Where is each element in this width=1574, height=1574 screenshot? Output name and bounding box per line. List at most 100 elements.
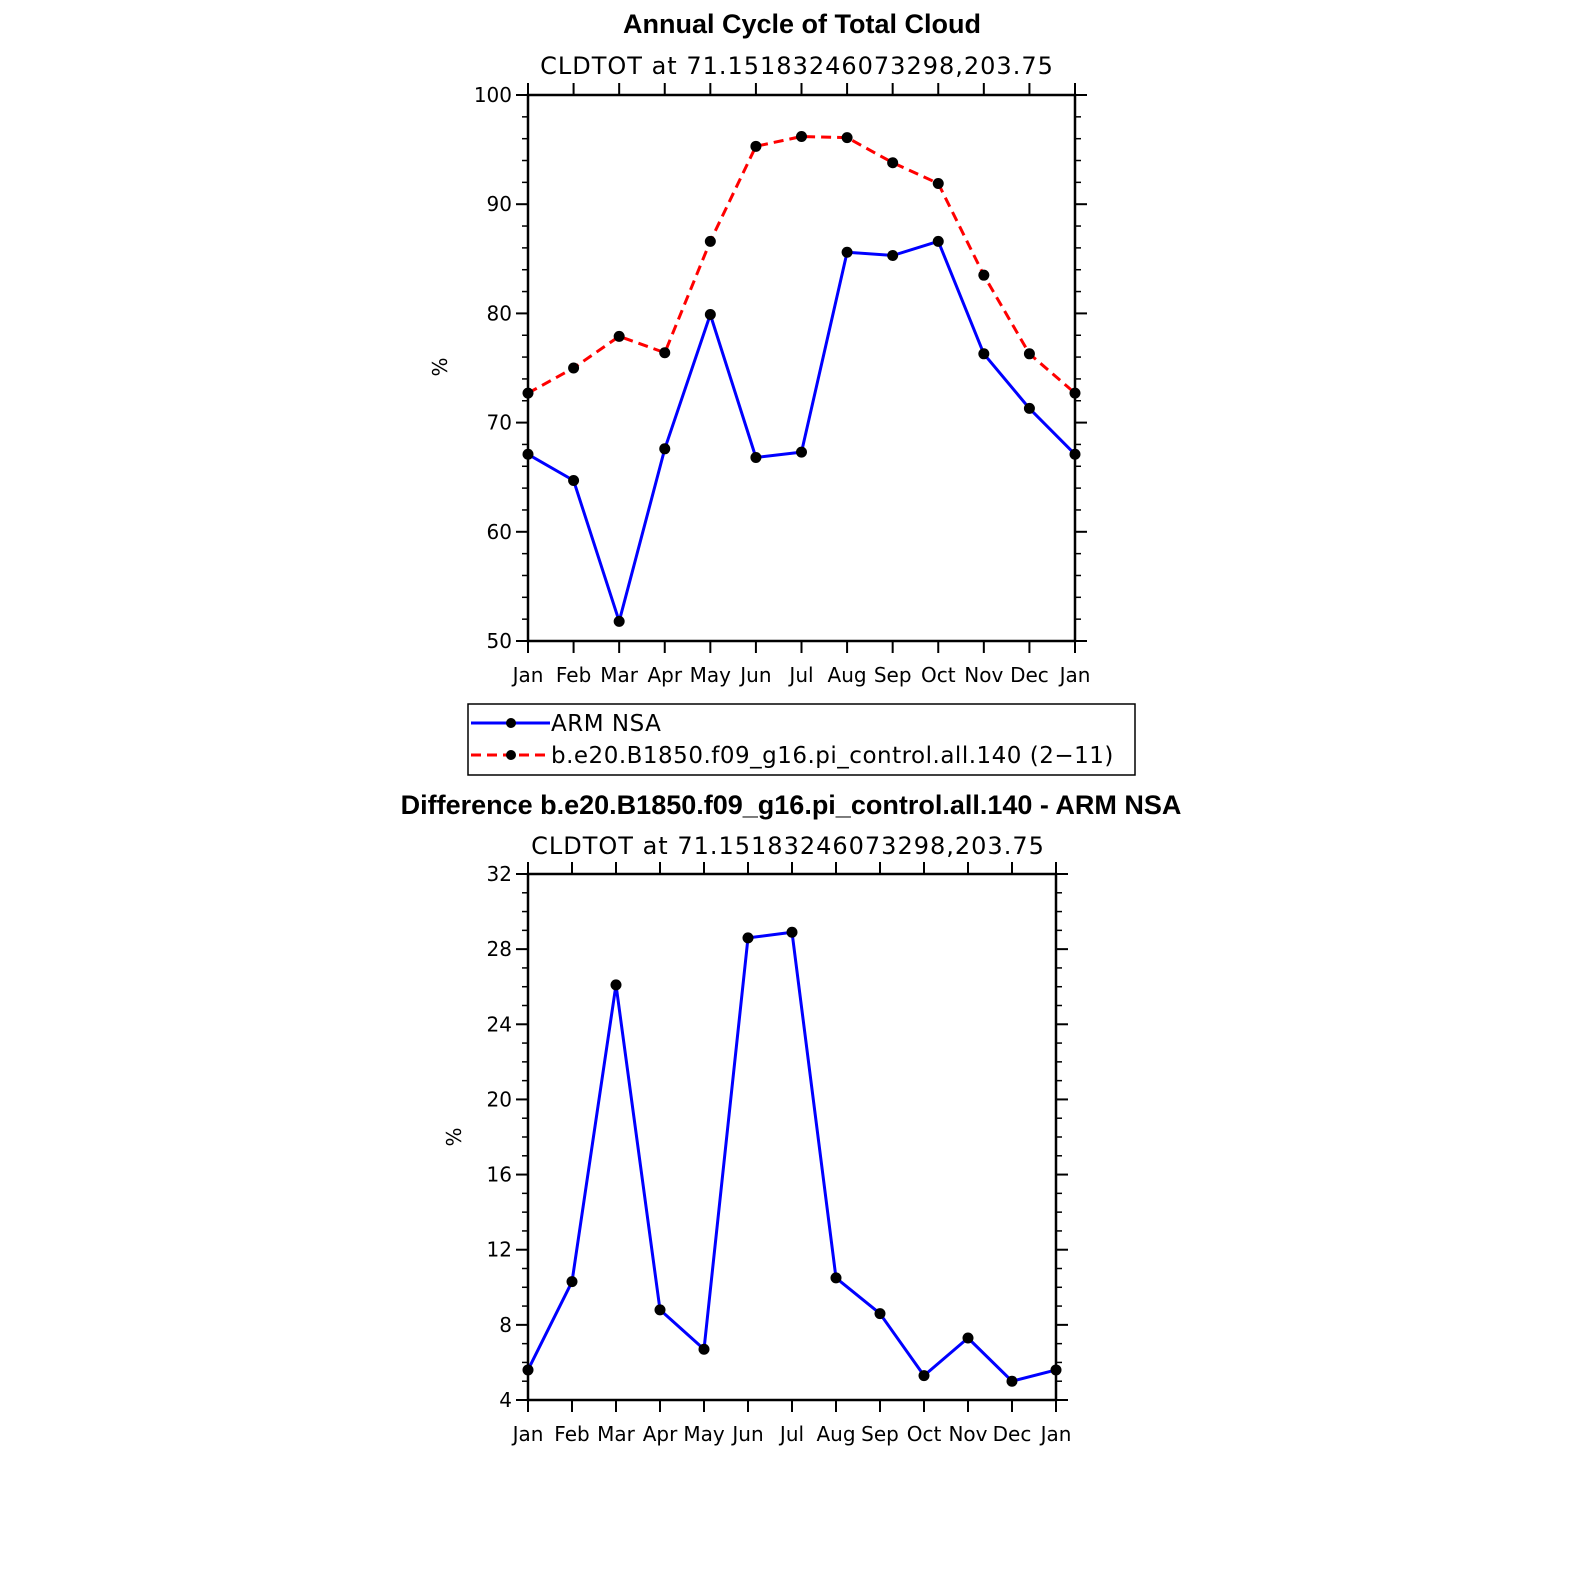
data-point	[566, 1276, 578, 1288]
data-point	[841, 132, 853, 144]
series-line	[527, 239, 1077, 623]
x-tick-label: Mar	[597, 1422, 636, 1446]
legend-marker-model	[506, 750, 516, 760]
legend-marker-arm-nsa	[506, 718, 516, 728]
x-tick-label: Sep	[861, 1422, 899, 1446]
x-tick-label: Mar	[600, 663, 639, 687]
y-tick-label: 24	[487, 1012, 512, 1036]
y-tick-label: 4	[499, 1388, 512, 1412]
x-tick-label: Sep	[874, 663, 912, 687]
chart-title: Annual Cycle of Total Cloud	[623, 9, 981, 39]
data-point	[522, 387, 534, 399]
legend-label-model: b.e20.B1850.f09_g16.pi_control.all.140 (…	[551, 743, 1114, 769]
data-point	[613, 330, 625, 342]
y-tick-label: 20	[487, 1087, 512, 1111]
x-tick-label: Nov	[948, 1422, 987, 1446]
y-tick-label: 90	[487, 192, 512, 216]
x-tick-label: Jun	[730, 1422, 763, 1446]
data-point	[918, 1370, 930, 1382]
y-tick-label: 28	[487, 937, 512, 961]
legend-box	[467, 703, 1136, 776]
data-point	[786, 926, 798, 938]
data-point	[522, 1364, 534, 1376]
y-tick-label: 12	[487, 1238, 512, 1262]
data-point	[874, 1308, 886, 1320]
y-axis-label: %	[442, 1127, 466, 1146]
data-point	[796, 446, 807, 458]
data-point	[613, 615, 625, 627]
data-point	[887, 250, 899, 262]
plot-area: 4 8 12 16 20 24 28 32 Jan Feb Mar Apr May Jun Jul Aug Se…	[487, 862, 1072, 1446]
x-tick-label: Feb	[554, 1422, 589, 1446]
y-tick-label: 80	[487, 301, 512, 325]
series-line	[527, 135, 1076, 395]
data-point	[568, 362, 580, 374]
x-tick-label: Aug	[816, 1422, 855, 1446]
data-point	[568, 474, 580, 486]
x-tick-label: Jul	[787, 663, 813, 687]
data-point	[659, 347, 671, 359]
y-tick-label: 32	[487, 862, 512, 886]
data-point	[659, 443, 671, 455]
data-point	[742, 932, 754, 944]
chart-subtitle: CLDTOT at 71.15183246073298,203.75	[540, 52, 1054, 80]
x-tick-label: Nov	[964, 663, 1003, 687]
data-point	[932, 235, 944, 247]
data-point	[796, 130, 807, 142]
data-point	[522, 448, 534, 460]
chart-title: Difference b.e20.B1850.f09_g16.pi_contro…	[401, 790, 1182, 820]
data-point	[750, 140, 762, 152]
chart-subtitle: CLDTOT at 71.15183246073298,203.75	[531, 832, 1045, 860]
y-tick-label: 60	[487, 520, 512, 544]
data-point	[1050, 1364, 1062, 1376]
y-tick-label: 100	[474, 83, 512, 107]
difference-chart: Difference b.e20.B1850.f09_g16.pi_contro…	[401, 790, 1182, 1446]
data-point	[932, 177, 944, 189]
x-tick-label: Jan	[1058, 663, 1091, 687]
data-point	[1023, 348, 1035, 360]
x-tick-label: May	[683, 1422, 725, 1446]
data-point	[704, 308, 716, 320]
data-point	[610, 979, 622, 991]
data-point	[978, 269, 990, 281]
data-point	[654, 1304, 666, 1316]
annual-cycle-chart: Annual Cycle of Total Cloud CLDTOT at 71…	[428, 9, 1090, 687]
data-point	[1069, 387, 1081, 399]
data-point	[830, 1272, 842, 1284]
x-tick-label: Jan	[511, 663, 544, 687]
x-tick-label: Oct	[907, 1422, 942, 1446]
x-tick-label: Apr	[643, 1422, 678, 1446]
data-point	[750, 452, 762, 464]
data-point	[887, 157, 899, 169]
x-tick-label: Feb	[556, 663, 591, 687]
x-tick-label: Jan	[1039, 1422, 1072, 1446]
x-tick-label: Jul	[778, 1422, 804, 1446]
data-point	[1023, 402, 1035, 414]
data-point	[698, 1343, 710, 1355]
data-point	[704, 235, 716, 247]
x-tick-label: Apr	[647, 663, 682, 687]
plot-frame	[526, 872, 1058, 1402]
y-tick-label: 70	[487, 411, 512, 435]
data-point	[1006, 1375, 1018, 1387]
x-tick-label: Dec	[1010, 663, 1049, 687]
y-tick-label: 8	[499, 1313, 512, 1337]
x-tick-label: Oct	[921, 663, 956, 687]
plot-area: 50 60 70 80 90 100 Jan Feb Mar Apr May Jun Jul Aug Sep…	[474, 83, 1091, 687]
x-tick-label: May	[690, 663, 732, 687]
legend-entry-model: b.e20.B1850.f09_g16.pi_control.all.140 (…	[471, 743, 1114, 769]
legend: ARM NSA b.e20.B1850.f09_g16.pi_control.a…	[467, 703, 1136, 776]
plot-frame	[526, 93, 1077, 643]
data-point	[1069, 448, 1081, 460]
x-tick-label: Jun	[738, 663, 771, 687]
x-tick-label: Aug	[828, 663, 867, 687]
series-line	[526, 930, 1057, 1383]
y-tick-label: 50	[487, 629, 512, 653]
data-point	[978, 348, 990, 360]
y-tick-label: 16	[487, 1163, 512, 1187]
data-point	[841, 246, 853, 258]
legend-label-arm-nsa: ARM NSA	[551, 711, 661, 737]
x-tick-label: Jan	[511, 1422, 544, 1446]
x-tick-label: Dec	[993, 1422, 1032, 1446]
